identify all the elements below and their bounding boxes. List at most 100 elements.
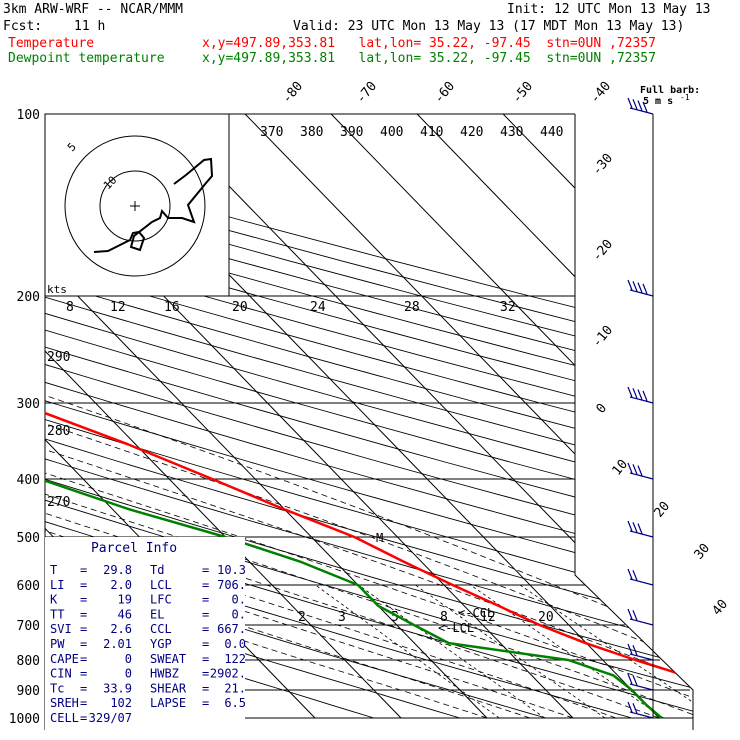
parcel-info-cell: =	[202, 637, 209, 651]
hodo-speed-label: 16	[164, 300, 180, 315]
hodograph-ring-inner	[99, 170, 171, 242]
dry-adiabat	[45, 114, 693, 719]
parcel-info-cell: LCL	[150, 578, 172, 592]
theta-label: 430	[500, 125, 523, 140]
parcel-info-cell: Td	[150, 563, 164, 577]
wind-barb	[627, 97, 654, 115]
temperature-profile	[45, 114, 693, 720]
wind-barb	[627, 673, 654, 691]
parcel-info-cell: YGP	[150, 637, 172, 651]
isotherm-label: -40	[588, 79, 615, 107]
parcel-info-cell: 0.	[232, 593, 246, 607]
parcel-info-cell: Tc	[50, 681, 64, 695]
parcel-info-cell: =	[80, 622, 87, 636]
isotherm-line	[244, 114, 693, 719]
parcel-info-cell: =	[80, 652, 87, 666]
ccl-marker: <-CCL	[458, 606, 494, 620]
wind-barb	[627, 386, 654, 404]
barb-legend-title: Full barb:	[640, 85, 700, 96]
parcel-info-cell: SHEAR	[150, 681, 187, 695]
parcel-info-cell: =	[202, 593, 209, 607]
dry-adiabat	[45, 114, 693, 719]
dry-adiabat	[45, 114, 693, 719]
dry-adiabat	[45, 114, 693, 719]
mixing-ratio-label: 12	[480, 610, 496, 625]
parcel-info-cell: =	[202, 622, 209, 636]
parcel-info-cell: =	[202, 696, 209, 710]
isotherm-label: -80	[280, 79, 307, 107]
wind-barb	[627, 462, 654, 480]
moist-adiabat	[45, 295, 488, 719]
parcel-info-cell: 21.	[224, 681, 246, 695]
isotherm-label: -30	[590, 151, 617, 179]
parcel-info-cell: 0	[125, 667, 132, 681]
parcel-info-cell: =	[202, 667, 209, 681]
parcel-info-cell: 122	[224, 652, 246, 666]
dry-adiabat	[45, 114, 693, 719]
dry-adiabat	[45, 114, 693, 719]
pressure-label-600: 600	[17, 579, 40, 594]
mixing-ratio-line	[315, 584, 500, 719]
mixing-ratio-label: 3	[338, 610, 346, 625]
parcel-info-cell: =	[80, 607, 87, 621]
m-marker: M	[376, 531, 383, 545]
parcel-info-cell: HWBZ	[150, 667, 179, 681]
parcel-info-cell: TT	[50, 607, 64, 621]
dry-adiabat	[45, 114, 547, 719]
dry-adiabat	[45, 114, 693, 719]
parcel-info-cell: EL	[150, 607, 164, 621]
parcel-info-cell: 19	[118, 593, 132, 607]
pressure-label-900: 900	[17, 684, 40, 699]
temperature-location: x,y=497.89,353.81 lat,lon= 35.22, -97.45…	[202, 36, 656, 51]
parcel-info-cell: =	[80, 593, 87, 607]
isotherm-label: 20	[652, 499, 674, 521]
parcel-info-cell: 2.6	[110, 622, 132, 636]
theta-label: 410	[420, 125, 443, 140]
isotherm-label: -50	[510, 79, 537, 107]
lcl-marker: <-LCL	[438, 621, 474, 635]
forecast-label: Fcst:	[3, 19, 43, 34]
temperature-legend: Temperature	[8, 36, 95, 51]
parcel-info-cell: LFC	[150, 593, 172, 607]
parcel-info-cell: 102	[110, 696, 132, 710]
parcel-info-cell: 0	[125, 652, 132, 666]
mixing-ratio-label: 20	[538, 610, 554, 625]
dry-adiabat	[45, 114, 693, 719]
forecast-hour: 11 h	[74, 19, 106, 34]
hodo-speed-label: 24	[310, 300, 326, 315]
dry-adiabat	[45, 114, 693, 719]
mixing-ratio-label: 2	[298, 610, 306, 625]
wind-barb	[627, 643, 654, 661]
parcel-info-cell: =	[80, 578, 87, 592]
hodo-speed-label: 28	[404, 300, 420, 315]
theta-label: 390	[340, 125, 363, 140]
hodo-speed-label: 8	[66, 300, 74, 315]
parcel-info-cell: CCL	[150, 622, 172, 636]
parcel-info-cell: SREH	[50, 696, 79, 710]
parcel-info-cell: =	[80, 711, 87, 725]
parcel-info-cell: 10.3	[217, 563, 246, 577]
mixing-ratio-label: 5	[391, 610, 399, 625]
dry-adiabat	[45, 114, 693, 719]
theta-label: 420	[460, 125, 483, 140]
hodograph-box	[44, 113, 230, 297]
moist-adiabat	[45, 295, 693, 719]
parcel-info-cell: LI	[50, 578, 64, 592]
hodo-speed-label: 20	[232, 300, 248, 315]
parcel-info-cell: 2.0	[110, 578, 132, 592]
parcel-info-cell: 0.0	[224, 637, 246, 651]
mixing-ratio-line	[358, 584, 545, 719]
parcel-info-cell: =	[202, 578, 209, 592]
theta-label: 380	[300, 125, 323, 140]
parcel-info-cell: 667.	[217, 622, 246, 636]
mixing-ratio-line	[415, 584, 606, 719]
isotherm-label: -70	[354, 79, 381, 107]
dewpoint-location: x,y=497.89,353.81 lat,lon= 35.22, -97.45…	[202, 51, 656, 66]
parcel-info-cell: SWEAT	[150, 652, 186, 666]
dry-adiabat	[45, 114, 693, 719]
parcel-info-cell: =	[202, 563, 209, 577]
parcel-info-cell: =	[202, 681, 209, 695]
parcel-info-cell: CELL	[50, 711, 79, 725]
moist-adiabat	[45, 295, 693, 719]
